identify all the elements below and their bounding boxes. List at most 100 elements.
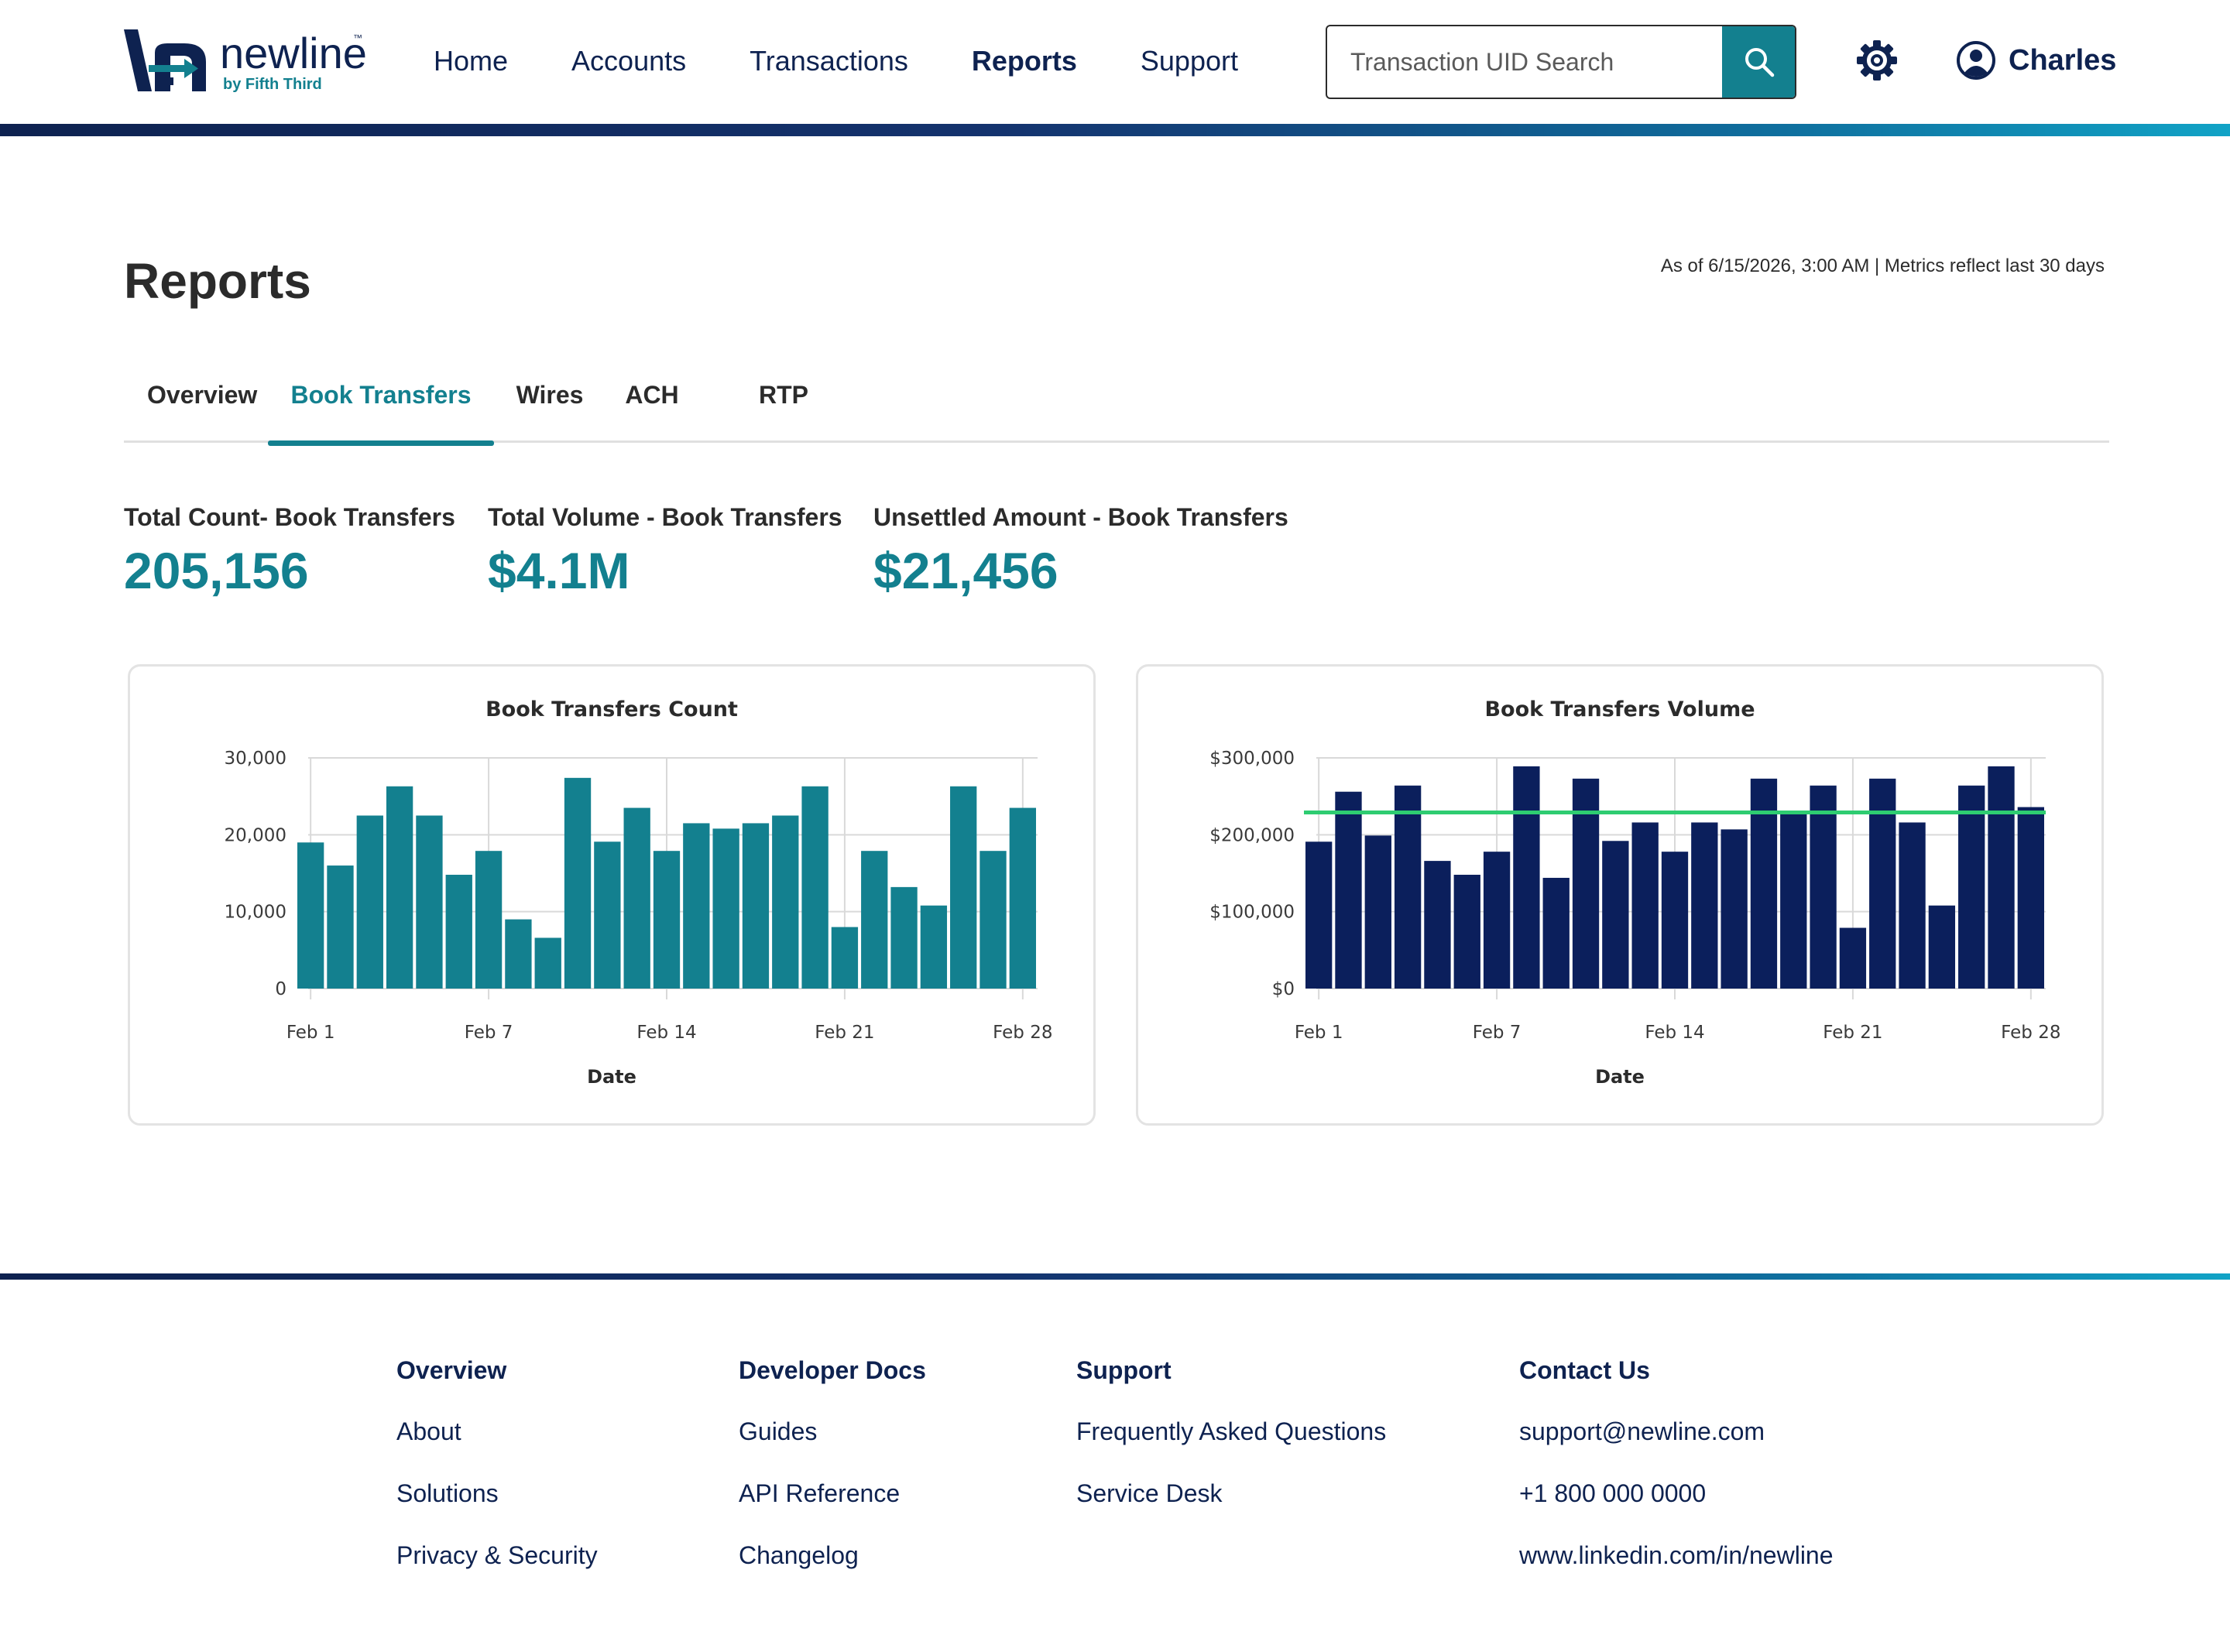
nav-support[interactable]: Support <box>1140 45 1238 77</box>
bar <box>1839 927 1867 989</box>
user-circle-icon <box>1957 41 1995 80</box>
nav-accounts[interactable]: Accounts <box>571 45 687 77</box>
bar <box>1899 822 1926 989</box>
bar <box>1869 778 1896 989</box>
nav-reports[interactable]: Reports <box>971 45 1077 77</box>
volume-chart-card: Book Transfers Volume $0 $100,000 $200,000 $… <box>1136 664 2104 1126</box>
gear-icon <box>1857 40 1897 81</box>
metric-label: Total Volume - Book Transfers <box>488 503 842 531</box>
y-tick-label: 0 <box>275 979 286 999</box>
footer-col-developer-docs: Developer Docs Guides API Reference Chan… <box>739 1356 926 1602</box>
tab-book-transfers[interactable]: Book Transfers <box>268 378 494 446</box>
x-tick-label: Feb 7 <box>465 1023 513 1043</box>
bar <box>1394 785 1422 989</box>
footer-link-service-desk[interactable]: Service Desk <box>1076 1479 1223 1507</box>
nav-transactions[interactable]: Transactions <box>750 45 908 77</box>
bar <box>1542 877 1570 989</box>
count-chart-card: Book Transfers Count 0 10,000 20,000 30,000 F… <box>128 664 1096 1126</box>
bar <box>2017 807 2044 989</box>
x-axis-label: Date <box>587 1066 636 1088</box>
settings-button[interactable] <box>1855 39 1899 82</box>
bar <box>623 807 650 989</box>
bar <box>801 786 829 989</box>
footer-link-email[interactable]: support@newline.com <box>1519 1417 1765 1445</box>
x-tick-label: Feb 28 <box>993 1023 1052 1043</box>
metric-label: Total Count- Book Transfers <box>124 503 455 531</box>
bar <box>1483 852 1511 989</box>
x-tick-label: Feb 14 <box>636 1023 696 1043</box>
bar <box>920 905 948 989</box>
metric-value: $4.1M <box>488 542 630 599</box>
tab-ach[interactable]: ACH <box>625 381 679 409</box>
bar <box>1721 829 1748 989</box>
bar <box>1928 905 1956 989</box>
bar <box>742 823 770 989</box>
user-menu[interactable]: Charles <box>1956 39 2116 82</box>
bar <box>445 874 472 989</box>
chart-title: Book Transfers Volume <box>1484 697 1755 721</box>
metric-total-volume: Total Volume - Book Transfers $4.1M <box>488 503 842 600</box>
search-button[interactable] <box>1722 26 1795 98</box>
metric-label: Unsettled Amount - Book Transfers <box>873 503 1288 531</box>
bar <box>505 919 532 989</box>
footer-link-privacy[interactable]: Privacy & Security <box>396 1541 598 1569</box>
bar <box>712 828 739 989</box>
search-icon <box>1745 48 1775 77</box>
bar <box>1780 813 1807 989</box>
bar <box>653 851 681 989</box>
x-tick-label: Feb 14 <box>1645 1023 1704 1043</box>
footer-divider <box>0 1273 2230 1280</box>
main-nav: Home Accounts Transactions Reports Suppo… <box>434 43 1302 82</box>
tab-overview[interactable]: Overview <box>147 381 258 409</box>
nav-home[interactable]: Home <box>434 45 509 77</box>
metric-value: 205,156 <box>124 542 309 599</box>
tab-rtp[interactable]: RTP <box>759 381 808 409</box>
footer-link-api-reference[interactable]: API Reference <box>739 1479 901 1507</box>
footer-link-linkedin[interactable]: www.linkedin.com/in/newline <box>1519 1541 1834 1569</box>
user-name: Charles <box>2009 43 2117 77</box>
footer-link-guides[interactable]: Guides <box>739 1417 818 1445</box>
report-tabs: Overview Book Transfers Wires ACH RTP <box>124 378 2109 446</box>
footer-heading: Support <box>1076 1356 1172 1384</box>
bar <box>1572 778 1600 989</box>
bar <box>475 851 503 989</box>
as-of-timestamp: As of 6/15/2026, 3:00 AM | Metrics refle… <box>1660 255 2105 276</box>
y-tick-label: $300,000 <box>1209 749 1295 769</box>
footer-link-solutions[interactable]: Solutions <box>396 1479 499 1507</box>
logo-wordmark: newline <box>220 29 367 77</box>
footer-heading: Overview <box>396 1356 507 1384</box>
footer-link-phone[interactable]: +1 800 000 0000 <box>1519 1479 1707 1507</box>
bar <box>356 815 383 989</box>
search-input[interactable] <box>1327 26 1724 98</box>
footer-link-about[interactable]: About <box>396 1417 461 1445</box>
bar <box>772 815 799 989</box>
y-tick-label: 10,000 <box>225 903 286 923</box>
footer-link-faq[interactable]: Frequently Asked Questions <box>1076 1417 1387 1445</box>
footer-col-support: Support Frequently Asked Questions Servi… <box>1076 1356 1386 1540</box>
newline-logo[interactable]: newline ™ by Fifth Third <box>122 28 370 98</box>
y-tick-label: $100,000 <box>1209 903 1295 923</box>
y-tick-label: $200,000 <box>1209 825 1295 845</box>
bar <box>416 815 443 989</box>
y-tick-label: $0 <box>1272 979 1295 999</box>
bar <box>1661 852 1689 989</box>
bar <box>1810 785 1837 989</box>
book-transfers-volume-chart: Book Transfers Volume $0 $100,000 $200,000 $… <box>1209 697 2060 1088</box>
x-tick-label: Feb 21 <box>1823 1023 1882 1043</box>
bar <box>831 927 859 989</box>
logo-subtitle: by Fifth Third <box>223 76 322 93</box>
chart-title: Book Transfers Count <box>485 697 738 721</box>
bar <box>534 937 561 989</box>
footer-link-changelog[interactable]: Changelog <box>739 1541 859 1569</box>
bar <box>1750 778 1778 989</box>
bar <box>1691 822 1718 989</box>
metric-value: $21,456 <box>873 542 1058 599</box>
y-tick-label: 30,000 <box>225 749 286 769</box>
bar <box>1424 861 1451 989</box>
tab-wires[interactable]: Wires <box>516 381 584 409</box>
x-tick-label: Feb 1 <box>286 1023 335 1043</box>
bar <box>1335 791 1362 989</box>
footer-heading: Developer Docs <box>739 1356 926 1384</box>
bar <box>1305 841 1333 989</box>
header-divider <box>0 124 2230 136</box>
